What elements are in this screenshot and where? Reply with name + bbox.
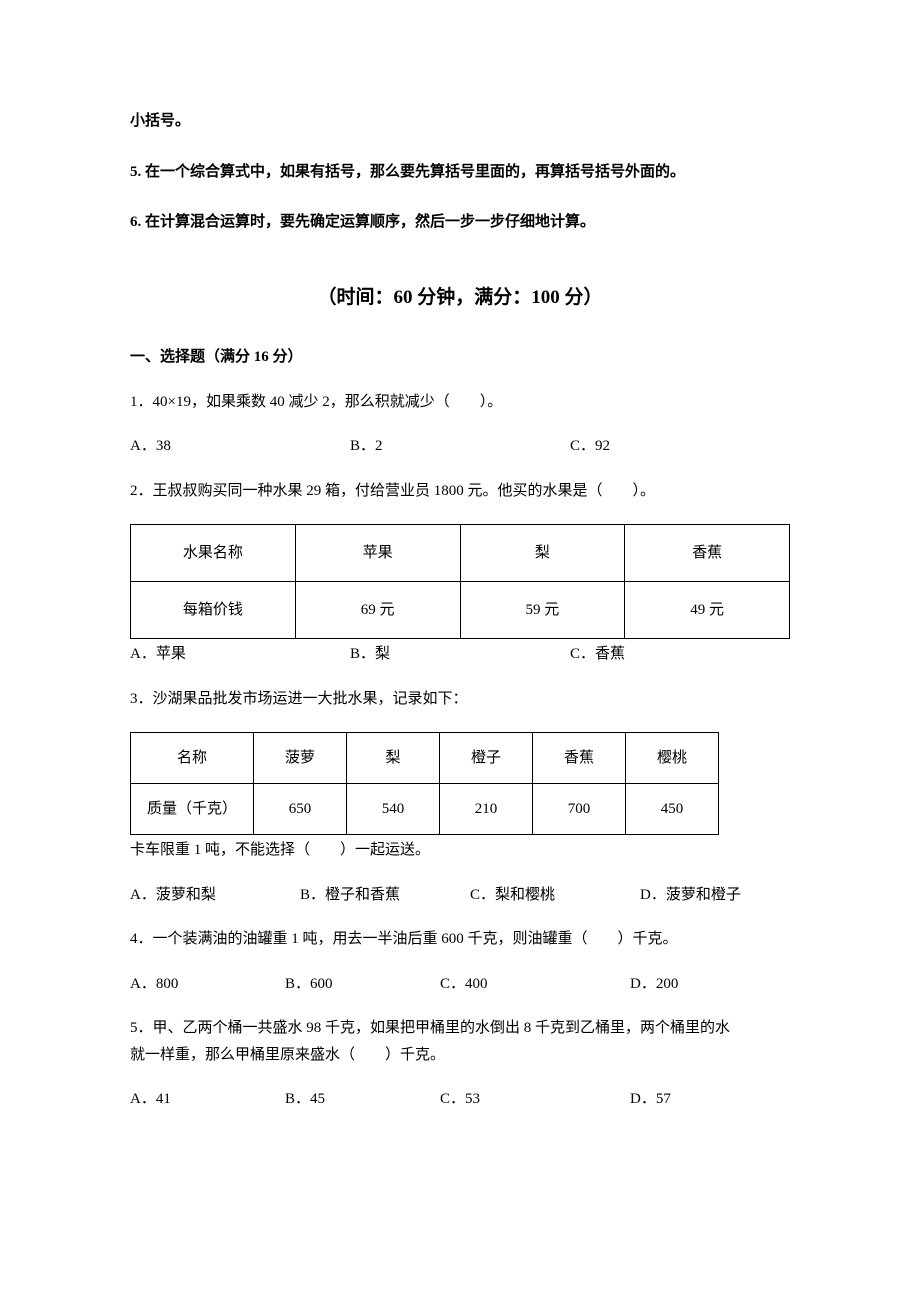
q5-option-c: C．53 (440, 1088, 630, 1111)
q2-table-cell: 香蕉 (625, 525, 790, 582)
q2-table-cell: 每箱价钱 (131, 582, 296, 639)
q1-option-a: A．38 (130, 435, 350, 458)
q3-table-cell: 香蕉 (533, 733, 626, 784)
q3-table-cell: 700 (533, 784, 626, 835)
q3-table-cell: 梨 (347, 733, 440, 784)
question-3: 3．沙湖果品批发市场运进一大批水果，记录如下： (130, 688, 790, 711)
question-4-options: A．800 B．600 C．400 D．200 (130, 973, 790, 996)
q4-option-b: B．600 (285, 973, 440, 996)
q3-option-c: C．梨和樱桃 (470, 884, 640, 907)
document-page: 小括号。 5. 在一个综合算式中，如果有括号，那么要先算括号里面的，再算括号括号… (0, 0, 920, 1302)
q3-option-a: A．菠萝和梨 (130, 884, 300, 907)
q3-option-d: D．菠萝和橙子 (640, 884, 790, 907)
q2-table: 水果名称苹果梨香蕉每箱价钱69 元59 元49 元 (130, 524, 790, 639)
q5-option-d: D．57 (630, 1088, 790, 1111)
q1-option-b: B．2 (350, 435, 570, 458)
exam-header: （时间：60 分钟，满分：100 分） (130, 284, 790, 313)
q3-option-b: B．橙子和香蕉 (300, 884, 470, 907)
question-4: 4．一个装满油的油罐重 1 吨，用去一半油后重 600 千克，则油罐重（ ）千克… (130, 928, 790, 951)
intro-line-1: 小括号。 (130, 110, 790, 133)
section-1-title: 一、选择题（满分 16 分） (130, 346, 790, 369)
q3-table-cell: 樱桃 (626, 733, 719, 784)
q2-table-cell: 69 元 (295, 582, 460, 639)
q4-option-c: C．400 (440, 973, 630, 996)
q3-table-cell: 橙子 (440, 733, 533, 784)
question-3-after-table: 卡车限重 1 吨，不能选择（ ）一起运送。 (130, 839, 790, 862)
q3-table-cell: 210 (440, 784, 533, 835)
question-5-options: A．41 B．45 C．53 D．57 (130, 1088, 790, 1111)
question-5-line-1: 5．甲、乙两个桶一共盛水 98 千克，如果把甲桶里的水倒出 8 千克到乙桶里，两… (130, 1017, 790, 1040)
q1-option-c: C．92 (570, 435, 790, 458)
q3-table-cell: 名称 (131, 733, 254, 784)
q3-table-cell: 质量（千克） (131, 784, 254, 835)
question-3-options: A．菠萝和梨 B．橙子和香蕉 C．梨和樱桃 D．菠萝和橙子 (130, 884, 790, 907)
question-1: 1．40×19，如果乘数 40 减少 2，那么积就减少（ ）。 (130, 391, 790, 414)
intro-line-2: 5. 在一个综合算式中，如果有括号，那么要先算括号里面的，再算括号括号外面的。 (130, 161, 790, 184)
q4-option-d: D．200 (630, 973, 790, 996)
question-2-options: A．苹果 B．梨 C．香蕉 (130, 643, 790, 666)
q2-table-cell: 梨 (460, 525, 625, 582)
question-1-options: A．38 B．2 C．92 (130, 435, 790, 458)
q5-option-b: B．45 (285, 1088, 440, 1111)
q2-table-cell: 水果名称 (131, 525, 296, 582)
q2-table-cell: 苹果 (295, 525, 460, 582)
q3-table-cell: 450 (626, 784, 719, 835)
q4-option-a: A．800 (130, 973, 285, 996)
q2-table-cell: 49 元 (625, 582, 790, 639)
q3-table-cell: 650 (254, 784, 347, 835)
question-2: 2．王叔叔购买同一种水果 29 箱，付给营业员 1800 元。他买的水果是（ ）… (130, 480, 790, 503)
question-5-line-2: 就一样重，那么甲桶里原来盛水（ ）千克。 (130, 1044, 790, 1067)
q2-option-b: B．梨 (350, 643, 570, 666)
q2-option-a: A．苹果 (130, 643, 350, 666)
q5-option-a: A．41 (130, 1088, 285, 1111)
q3-table: 名称菠萝梨橙子香蕉樱桃质量（千克）650540210700450 (130, 732, 719, 835)
intro-line-3: 6. 在计算混合运算时，要先确定运算顺序，然后一步一步仔细地计算。 (130, 211, 790, 234)
q2-table-cell: 59 元 (460, 582, 625, 639)
q3-table-cell: 540 (347, 784, 440, 835)
q3-table-cell: 菠萝 (254, 733, 347, 784)
q2-option-c: C．香蕉 (570, 643, 790, 666)
